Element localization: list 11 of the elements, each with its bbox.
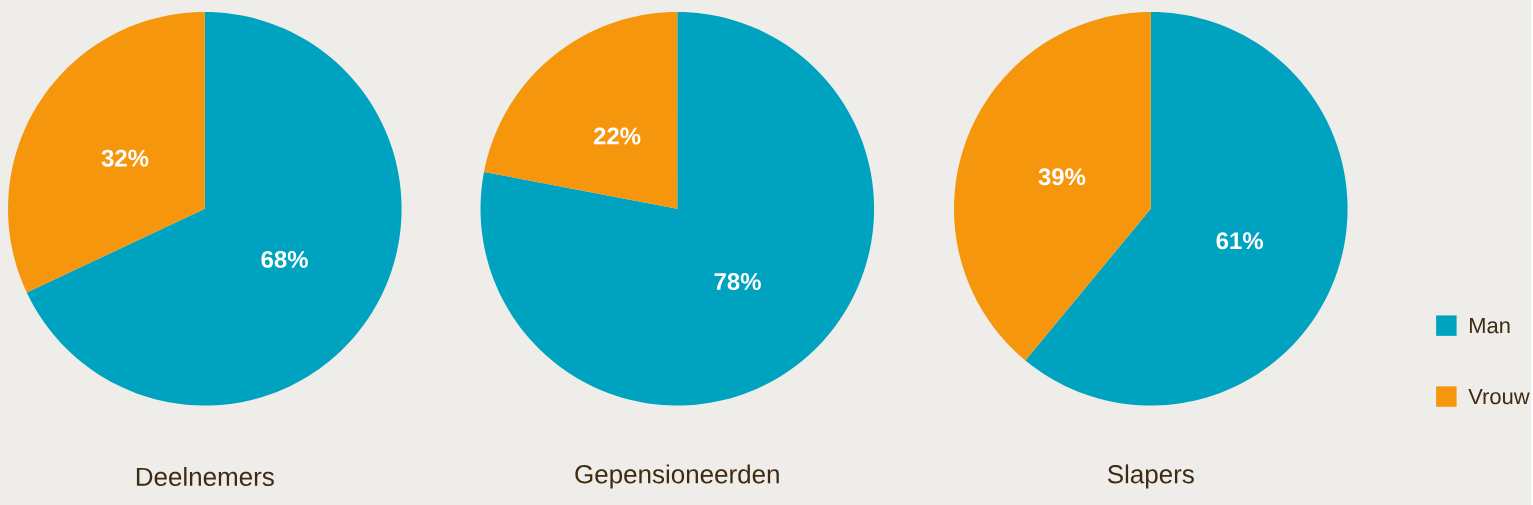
- legend-label: Vrouw: [1468, 388, 1530, 405]
- legend-label: Man: [1469, 317, 1510, 334]
- text: Slapers: [1107, 464, 1194, 489]
- data-label: 32%: [101, 149, 149, 167]
- text: Deelnemers: [136, 466, 274, 486]
- data-label: 22%: [593, 127, 641, 145]
- data-label: 78%: [714, 272, 761, 290]
- data-label: 68%: [261, 250, 308, 268]
- text: Gepensioneerden: [575, 464, 779, 489]
- data-label: 61%: [1216, 232, 1263, 250]
- data-label: 39%: [1038, 168, 1086, 186]
